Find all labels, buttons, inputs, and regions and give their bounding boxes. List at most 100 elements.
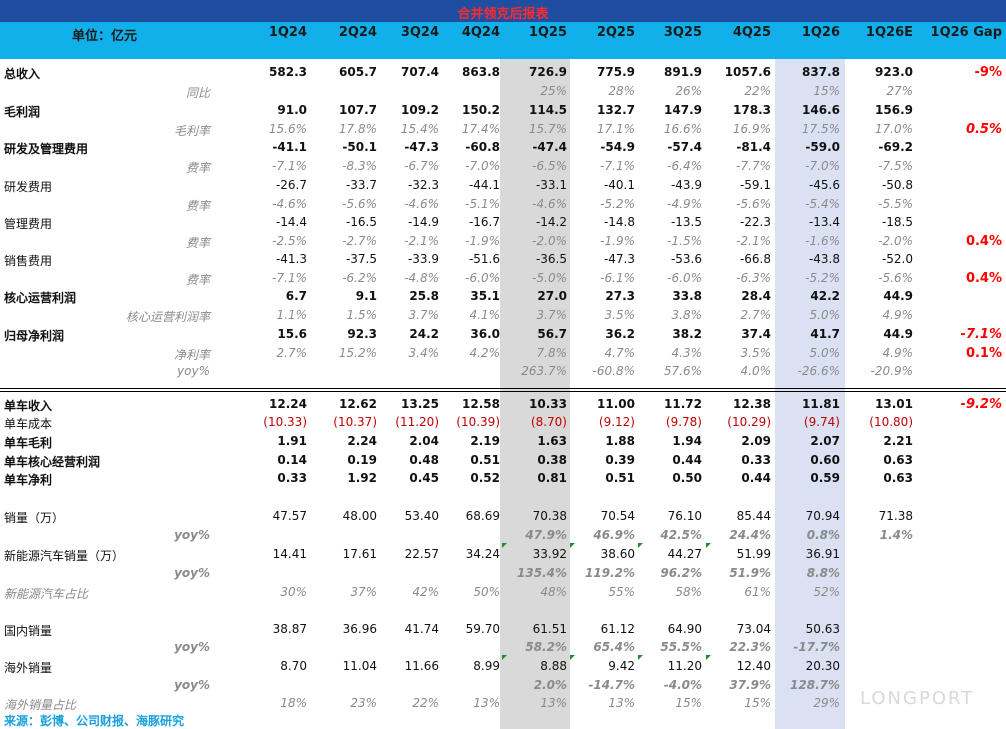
table-cell: -45.6 — [808, 178, 840, 192]
row-label: 毛利润 — [4, 105, 41, 119]
table-row: 同比 25% 28% 26% 22% 15% 27% — [0, 82, 1006, 101]
table-cell: 37% — [350, 585, 377, 599]
comment-marker-icon — [706, 543, 711, 548]
table-cell: 50% — [473, 585, 500, 599]
table-cell: -6.0% — [667, 271, 702, 285]
table-cell: -14.9 — [407, 215, 439, 229]
table-cell: -44.1 — [468, 178, 500, 192]
table-cell: 1.91 — [277, 434, 307, 448]
table-cell: 0.39 — [605, 453, 635, 467]
table-cell: 11.00 — [597, 397, 635, 411]
table-cell: -41.3 — [275, 252, 307, 266]
table-cell: -59.1 — [739, 178, 771, 192]
table-cell: (9.74) — [803, 415, 840, 429]
table-cell: -33.7 — [345, 178, 377, 192]
table-cell: 44.9 — [883, 289, 913, 303]
table-cell: -57.4 — [667, 140, 702, 154]
row-label: yoy% — [174, 678, 210, 692]
table-cell: (10.80) — [869, 415, 913, 429]
table-cell: 27.3 — [605, 289, 635, 303]
table-cell: -51.6 — [468, 252, 500, 266]
table-cell: 96.2% — [660, 566, 702, 580]
table-cell: 15.4% — [400, 122, 439, 136]
table-cell: -5.6% — [342, 197, 377, 211]
header-col-8: 1Q26 — [801, 25, 840, 40]
table-cell: 923.0 — [875, 65, 913, 79]
table-cell: 13% — [540, 696, 567, 710]
table-cell: -13.5 — [670, 215, 702, 229]
gap-value: 0.1% — [965, 346, 1002, 361]
row-label: 同比 — [185, 86, 210, 100]
table-cell: 119.2% — [585, 566, 635, 580]
table-cell: -60.8% — [592, 364, 635, 378]
table-cell: 51.99 — [736, 547, 771, 561]
table-cell: 15.7% — [528, 122, 567, 136]
table-cell: (11.20) — [395, 415, 439, 429]
table-cell: 92.3 — [347, 327, 377, 341]
table-cell: 837.8 — [802, 65, 840, 79]
table-row: 归母净利润 15.6 92.3 24.2 36.0 56.7 36.2 38.2 37.4 41.… — [0, 325, 1006, 344]
table-cell: 3.5% — [740, 346, 772, 360]
table-cell: 17.0% — [874, 122, 913, 136]
header-unit-label: 单位：亿元 — [72, 29, 138, 44]
table-cell: 0.59 — [810, 471, 840, 485]
table-cell: -32.3 — [407, 178, 439, 192]
table-cell: 23% — [350, 696, 377, 710]
table-cell: 132.7 — [597, 103, 635, 117]
table-cell: 15% — [675, 696, 702, 710]
table-row: 毛利润 91.0 107.7 109.2 150.2 114.5 132.7 147.9 178… — [0, 101, 1006, 120]
table-cell: 22% — [744, 84, 771, 98]
table-cell: 2.24 — [347, 434, 377, 448]
table-cell: -69.2 — [878, 140, 913, 154]
table-cell: 0.63 — [883, 453, 913, 467]
table-cell: 114.5 — [529, 103, 567, 117]
table-cell: 24.4% — [729, 528, 771, 542]
table-cell: -5.5% — [878, 197, 913, 211]
table-cell: 30% — [280, 585, 307, 599]
table-cell: 17.8% — [338, 122, 377, 136]
table-row: 国内销量 38.87 36.96 41.74 59.70 61.51 61.12 64.90 7… — [0, 620, 1006, 639]
table-cell: 0.44 — [672, 453, 702, 467]
table-cell: -7.7% — [736, 159, 771, 173]
row-label: 研发及管理费用 — [4, 142, 89, 156]
table-cell: -20.9% — [870, 364, 913, 378]
table-cell: -43.8 — [808, 252, 840, 266]
table-row: 单车核心经营利润 0.14 0.19 0.48 0.51 0.38 0.39 0.44 0.33… — [0, 451, 1006, 470]
header-col-2: 3Q24 — [400, 25, 439, 40]
row-label: yoy% — [177, 364, 210, 378]
table-row: 净利率 2.7% 15.2% 3.4% 4.2% 7.8% 4.7% 4.3% 3.5% 5.0%… — [0, 344, 1006, 363]
table-cell: -6.1% — [600, 271, 635, 285]
table-cell: (8.70) — [530, 415, 567, 429]
table-cell: 1057.6 — [724, 65, 771, 79]
table-cell: 17.1% — [596, 122, 635, 136]
row-label: 费率 — [185, 161, 210, 175]
table-cell: 11.20 — [667, 659, 702, 673]
table-cell: 36.91 — [805, 547, 840, 561]
row-label: 海外销量占比 — [4, 698, 77, 712]
table-cell: 17.61 — [342, 547, 377, 561]
table-cell: 1.88 — [605, 434, 635, 448]
table-cell: 57.6% — [663, 364, 702, 378]
table-cell: 50.63 — [805, 622, 840, 636]
table-cell: 16.9% — [732, 122, 771, 136]
table-row: 单车收入 12.24 12.62 13.25 12.58 10.33 11.00 11.72 1… — [0, 395, 1006, 414]
table-cell: 59.70 — [465, 622, 500, 636]
table-cell: -33.1 — [535, 178, 567, 192]
row-label: yoy% — [174, 528, 210, 542]
table-cell: 1.5% — [346, 308, 378, 322]
table-cell: 2.07 — [810, 434, 840, 448]
table-row: 新能源汽车销量（万） 14.41 17.61 22.57 34.24 33.92 38.60… — [0, 545, 1006, 564]
table-cell: -1.6% — [805, 234, 840, 248]
table-cell: 0.33 — [277, 471, 307, 485]
title-bar — [0, 0, 1006, 22]
table-cell: -6.2% — [342, 271, 377, 285]
table-row: 单车成本 (10.33) (10.37) (11.20) (10.39) (8.70) (9… — [0, 413, 1006, 432]
header-col-3: 4Q24 — [461, 25, 500, 40]
table-cell: 44.9 — [883, 327, 913, 341]
table-cell: 2.21 — [883, 434, 913, 448]
table-row: yoy% 2.0% -14.7% -4.0% 37.9% 128.7% — [0, 676, 1006, 695]
table-cell: -2.5% — [272, 234, 307, 248]
table-row: 核心运营利润 6.7 9.1 25.8 35.1 27.0 27.3 33.8 28.4 42.2… — [0, 287, 1006, 306]
table-cell: -33.9 — [407, 252, 439, 266]
table-cell: -7.1% — [272, 159, 307, 173]
